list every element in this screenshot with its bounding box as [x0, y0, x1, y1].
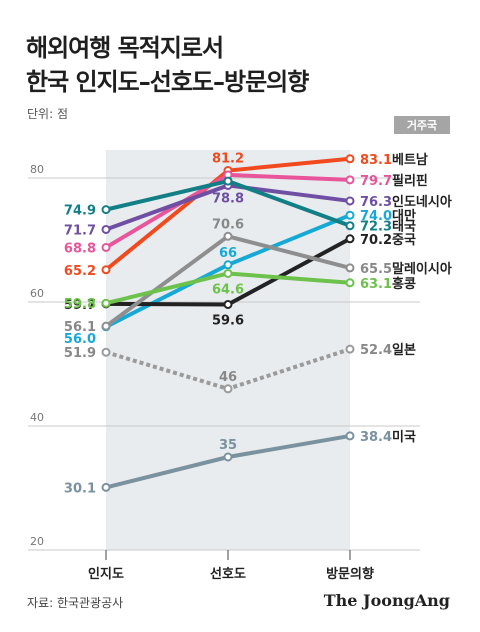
legend-entry-9: 미국: [392, 429, 416, 445]
point-5-1: [223, 299, 233, 309]
value-label-6-0: 56.1: [64, 320, 96, 335]
point-4-2: [345, 221, 355, 231]
legend-entry-4: 태국: [392, 220, 416, 235]
source-note: 자료: 한국관광공사: [27, 596, 124, 610]
point-4-1: [223, 176, 233, 186]
point-3-1: [223, 260, 233, 270]
legend-entry-6: 말레이시아: [392, 261, 452, 277]
value-label-3-0: 56.0: [64, 332, 96, 347]
point-9-1: [223, 452, 233, 462]
point-1-0: [101, 242, 111, 252]
value-label-7-2: 63.1: [360, 277, 392, 292]
y-tick-60: 60: [30, 287, 44, 300]
value-label-5-2: 70.2: [360, 233, 392, 248]
value-label-8-2: 52.4: [360, 343, 392, 358]
value-label-4-2: 72.3: [360, 220, 392, 235]
point-5-2: [345, 234, 355, 244]
point-0-0: [101, 265, 111, 275]
value-label-7-0: 59.8: [64, 297, 96, 312]
legend-entry-2: 인도네시아: [392, 194, 452, 210]
chart-title-line2: 한국 인지도–선호도–방문의향: [26, 68, 309, 96]
point-3-2: [345, 210, 355, 220]
value-label-2-1: 78.8: [212, 191, 244, 206]
value-label-6-2: 65.5: [360, 262, 392, 277]
legend-entry-7: 홍콩: [392, 276, 416, 292]
point-7-1: [223, 268, 233, 278]
value-label-4-0: 74.9: [64, 204, 96, 219]
chart-title-line1: 해외여행 목적지로서: [26, 34, 224, 62]
point-9-2: [345, 431, 355, 441]
legend-entry-1: 필리핀: [392, 173, 428, 189]
value-label-2-2: 76.3: [360, 195, 392, 210]
value-label-6-1: 70.6: [212, 217, 244, 232]
value-label-8-1: 46: [219, 370, 237, 385]
brand-logo: The JoongAng: [323, 591, 450, 610]
value-label-1-2: 79.7: [360, 174, 392, 189]
point-6-2: [345, 263, 355, 273]
point-0-2: [345, 154, 355, 164]
x-category-2: 방문의향: [326, 566, 374, 582]
value-label-2-0: 71.7: [64, 223, 96, 238]
value-label-7-1: 64.6: [212, 282, 244, 297]
legend-entry-5: 중국: [392, 233, 416, 248]
point-1-2: [345, 175, 355, 185]
point-4-0: [101, 205, 111, 215]
point-8-1: [223, 384, 233, 394]
value-label-3-2: 74.0: [360, 209, 392, 224]
point-2-2: [345, 196, 355, 206]
value-label-9-0: 30.1: [64, 481, 96, 496]
point-6-1: [223, 231, 233, 241]
value-label-3-1: 66: [219, 246, 237, 261]
value-label-9-2: 38.4: [360, 430, 392, 445]
value-label-9-1: 35: [219, 438, 237, 453]
value-label-0-0: 65.2: [64, 264, 96, 279]
value-label-0-2: 83.1: [360, 153, 392, 168]
y-tick-20: 20: [30, 535, 44, 548]
value-label-5-0: 59.7: [64, 298, 96, 313]
point-8-0: [101, 347, 111, 357]
legend-title: 거주국: [407, 118, 437, 132]
value-label-5-1: 59.6: [212, 313, 244, 328]
legend-entry-3: 대만: [392, 208, 416, 224]
legend-header-box: [394, 116, 450, 134]
point-6-0: [101, 321, 111, 331]
unit-label: 단위: 점: [27, 107, 68, 121]
value-label-0-1: 81.2: [212, 152, 244, 167]
point-8-2: [345, 344, 355, 354]
point-2-0: [101, 224, 111, 234]
point-7-0: [101, 298, 111, 308]
y-tick-80: 80: [30, 163, 44, 176]
legend-entry-8: 일본: [392, 343, 416, 358]
value-label-8-0: 51.9: [64, 346, 96, 361]
plot-band: [106, 150, 350, 550]
x-category-0: 인지도: [88, 566, 124, 582]
value-label-1-0: 68.8: [64, 241, 96, 256]
legend-entry-0: 베트남: [392, 152, 428, 168]
point-7-2: [345, 278, 355, 288]
point-9-0: [101, 482, 111, 492]
x-category-1: 선호도: [210, 566, 246, 582]
y-tick-40: 40: [30, 411, 44, 424]
